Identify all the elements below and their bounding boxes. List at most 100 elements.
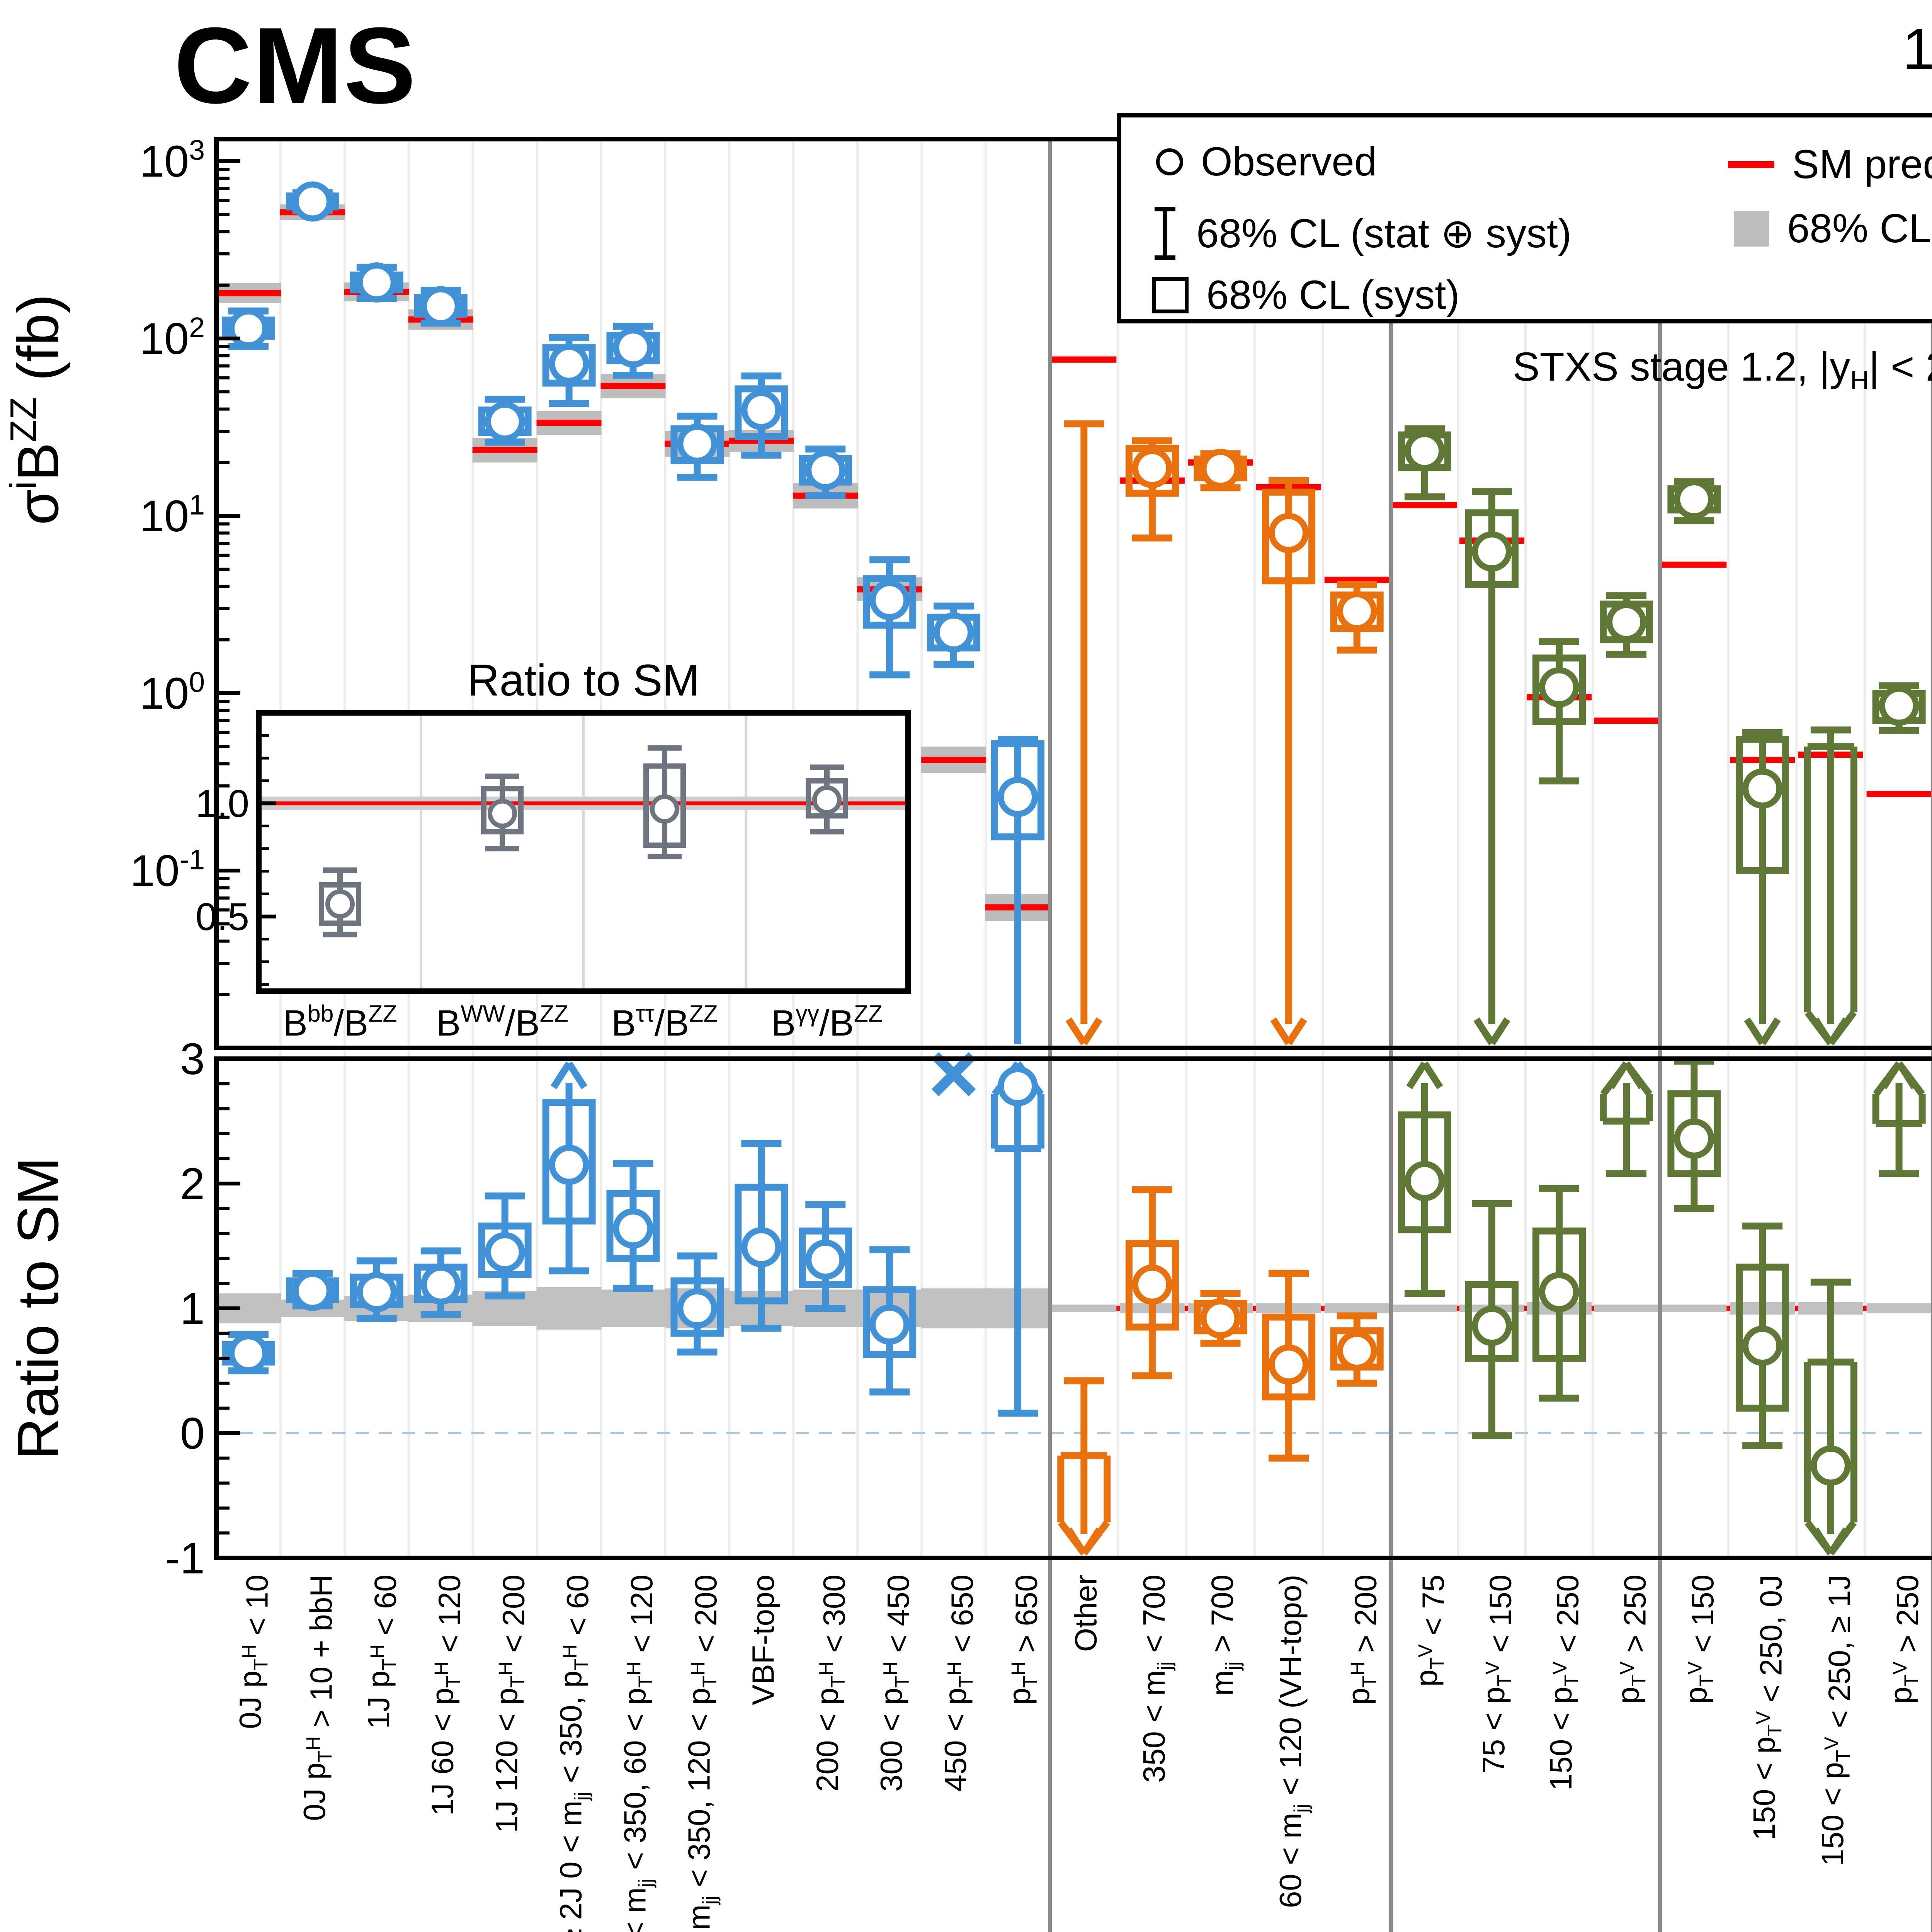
xlabel-bin-3: 1J 60 < pTH < 120: [425, 1575, 467, 1816]
ytick-top: 101: [139, 488, 205, 541]
xlabel-bin-19: 75 < pTV < 150: [1476, 1575, 1518, 1774]
xlabel-bin-2: 1J pTH < 60: [361, 1575, 403, 1729]
syst-box-icon: [1152, 277, 1189, 313]
bin-ratio-qqH-16: [1256, 1270, 1321, 1462]
ytick-ratio: 3: [180, 1034, 205, 1084]
bin-ratio-WHlep-21: [1594, 1061, 1659, 1312]
bin-ratio-WHlep-19: [1459, 1200, 1524, 1439]
xlabel-bin-17: pTH > 200: [1342, 1575, 1383, 1705]
bin-top-ggH-11: [921, 602, 986, 773]
bin-ratio-ZHlep-22: [1662, 1058, 1727, 1312]
bin-top-ggH-5: [536, 334, 602, 435]
top-ylabel: σiBZZ (fb): [3, 294, 70, 525]
legend-stat: 68% CL (stat ⊕ syst): [1151, 204, 1571, 262]
bin-top-ggH-4: [472, 395, 537, 463]
inset-xlabel-3: Bγγ/BZZ: [771, 1000, 883, 1044]
cms-logo: CMS: [174, 5, 417, 126]
inset-ytick: 0.5: [196, 895, 249, 939]
legend: Observed 68% CL (stat ⊕ syst) 68% CL (sy…: [1117, 113, 1932, 323]
bin-ratio-ggH-8: [729, 1140, 794, 1332]
xlabel-bin-10: 300 < pTH < 450: [874, 1575, 915, 1792]
ytick-ratio: -1: [165, 1534, 205, 1583]
xlabel-bin-16: 60 < mjj < 120 (VH-topo): [1273, 1575, 1312, 1908]
luminosity-label: 138 fb-1 (13 TeV): [1902, 16, 1932, 81]
bin-top-qqH-13: [1051, 355, 1117, 1045]
inset-xlabel-2: Bττ/BZZ: [611, 1000, 718, 1044]
inset-panel: Bbb/BZZ BWW/BZZ Bττ/BZZ Bγγ/BZZ 1.0 0.5 Ratio …: [196, 656, 911, 1044]
sm-band-icon: [1734, 211, 1769, 247]
error-bar-icon: [1155, 207, 1175, 260]
xlabel-bin-18: pTV < 75: [1409, 1575, 1451, 1687]
xlabel-bin-12: pTH > 650: [1002, 1575, 1044, 1705]
ytick-top: 102: [139, 311, 205, 364]
ytick-top: 10-1: [130, 843, 205, 896]
plot-root: Bbb/BZZ BWW/BZZ Bττ/BZZ Bγγ/BZZ 1.0 0.5 Ratio …: [196, 137, 1932, 1932]
xlabel-bin-13: Other: [1068, 1575, 1103, 1652]
bin-top-ggH-9: [793, 446, 858, 509]
xlabel-bin-5: ≥ 2J 0 < mjj < 350, pTH < 60: [554, 1575, 595, 1932]
bin-top-ZHlep-23: [1730, 729, 1795, 1045]
xlabel-bin-6: ≥ 2J 0 < mjj < 350, 60 < pTH < 120: [618, 1575, 659, 1932]
ytick-ratio: 2: [180, 1159, 205, 1209]
bin-top-qqH-14: [1119, 437, 1185, 542]
ytick-top: 100: [139, 666, 205, 718]
legend-sm: SM prediction: [1728, 141, 1932, 188]
stxs-annotation: STXS stage 1.2, |yH| < 2.5, mH = 125.38 …: [1512, 344, 1932, 395]
xlabel-bin-15: mjj > 700: [1205, 1575, 1244, 1696]
bin-ratio-qqH-15: [1188, 1290, 1253, 1347]
bin-top-ggH-3: [408, 286, 473, 330]
inset-xlabel-0: Bbb/BZZ: [283, 1000, 397, 1044]
bin-ratio-ggH-7: [665, 1252, 730, 1356]
bin-top-ggH-2: [344, 262, 409, 303]
xlabel-bin-22: pTV < 150: [1679, 1575, 1720, 1704]
xlabel-bin-23: 150 < pTV < 250, 0J: [1747, 1575, 1788, 1840]
xlabel-bin-7: ≥ 2J 0 < mjj < 350, 120 < pTH < 200: [682, 1575, 723, 1932]
bin-top-ZHlep-25: [1866, 682, 1932, 798]
bin-ratio-ggH-9: [793, 1201, 858, 1327]
xlabel-bin-4: 1J 120 < pTH < 200: [490, 1575, 531, 1833]
bin-top-ggH-1: [280, 181, 345, 222]
bin-top-WHlep-20: [1527, 638, 1592, 785]
bin-ratio-ggH-3: [408, 1247, 473, 1322]
bin-top-ggH-6: [600, 323, 666, 398]
bin-ratio-ggH-1: [280, 1270, 345, 1317]
bin-top-ggH-7: [665, 412, 730, 481]
xlabel-bin-8: VBF-topo: [746, 1575, 780, 1705]
legend-syst: 68% CL (syst): [1152, 272, 1459, 318]
observed-marker-icon: [1156, 148, 1183, 175]
bin-ratio-ZHlep-24: [1798, 1279, 1863, 1556]
bin-top-ggH-0: [216, 283, 281, 350]
bin-ratio-qqH-17: [1324, 1303, 1389, 1387]
bin-ratio-ggH-11: [921, 1052, 986, 1328]
inset-xlabel-1: BWW/BZZ: [436, 1000, 568, 1044]
xlabel-bin-0: 0J pTH < 10: [233, 1575, 274, 1729]
bin-top-ggH-10: [857, 556, 922, 679]
bin-ratio-qqH-14: [1119, 1186, 1185, 1379]
bin-top-ZHlep-22: [1662, 478, 1727, 568]
bin-top-qqH-16: [1256, 477, 1321, 1045]
sm-line-icon: [1728, 161, 1774, 168]
inset-ytick: 1.0: [196, 782, 249, 825]
xlabel-bin-24: 150 < pTV < 250, ≥ 1J: [1815, 1575, 1857, 1866]
bin-ratio-ZHlep-23: [1730, 1222, 1795, 1449]
bin-ratio-ZHlep-25: [1866, 1061, 1932, 1313]
bin-top-ZHlep-24: [1798, 726, 1863, 1046]
bin-ratio-ggH-4: [472, 1192, 537, 1326]
legend-observed: Observed: [1156, 139, 1377, 185]
bin-ratio-WHlep-18: [1392, 1061, 1457, 1312]
bin-top-WHlep-21: [1594, 592, 1659, 724]
xlabel-bin-25: pTV > 250: [1884, 1575, 1925, 1704]
xlabel-bin-11: 450 < pTH < 650: [938, 1575, 980, 1792]
bin-ratio-ggH-6: [600, 1160, 666, 1327]
xlabel-bin-14: 350 < mjj < 700: [1137, 1575, 1176, 1783]
legend-sm-band: 68% CL in SM prediction: [1734, 206, 1932, 252]
bin-top-qqH-17: [1324, 576, 1389, 654]
bin-ratio-ggH-2: [344, 1257, 409, 1322]
bin-top-ggH-12: [985, 736, 1051, 1044]
bin-ratio-ggH-5: [536, 1061, 602, 1330]
bin-top-ggH-8: [729, 372, 794, 459]
xlabel-bin-1: 0J pTH > 10 + bbH: [297, 1575, 338, 1821]
ytick-ratio: 0: [180, 1409, 205, 1458]
